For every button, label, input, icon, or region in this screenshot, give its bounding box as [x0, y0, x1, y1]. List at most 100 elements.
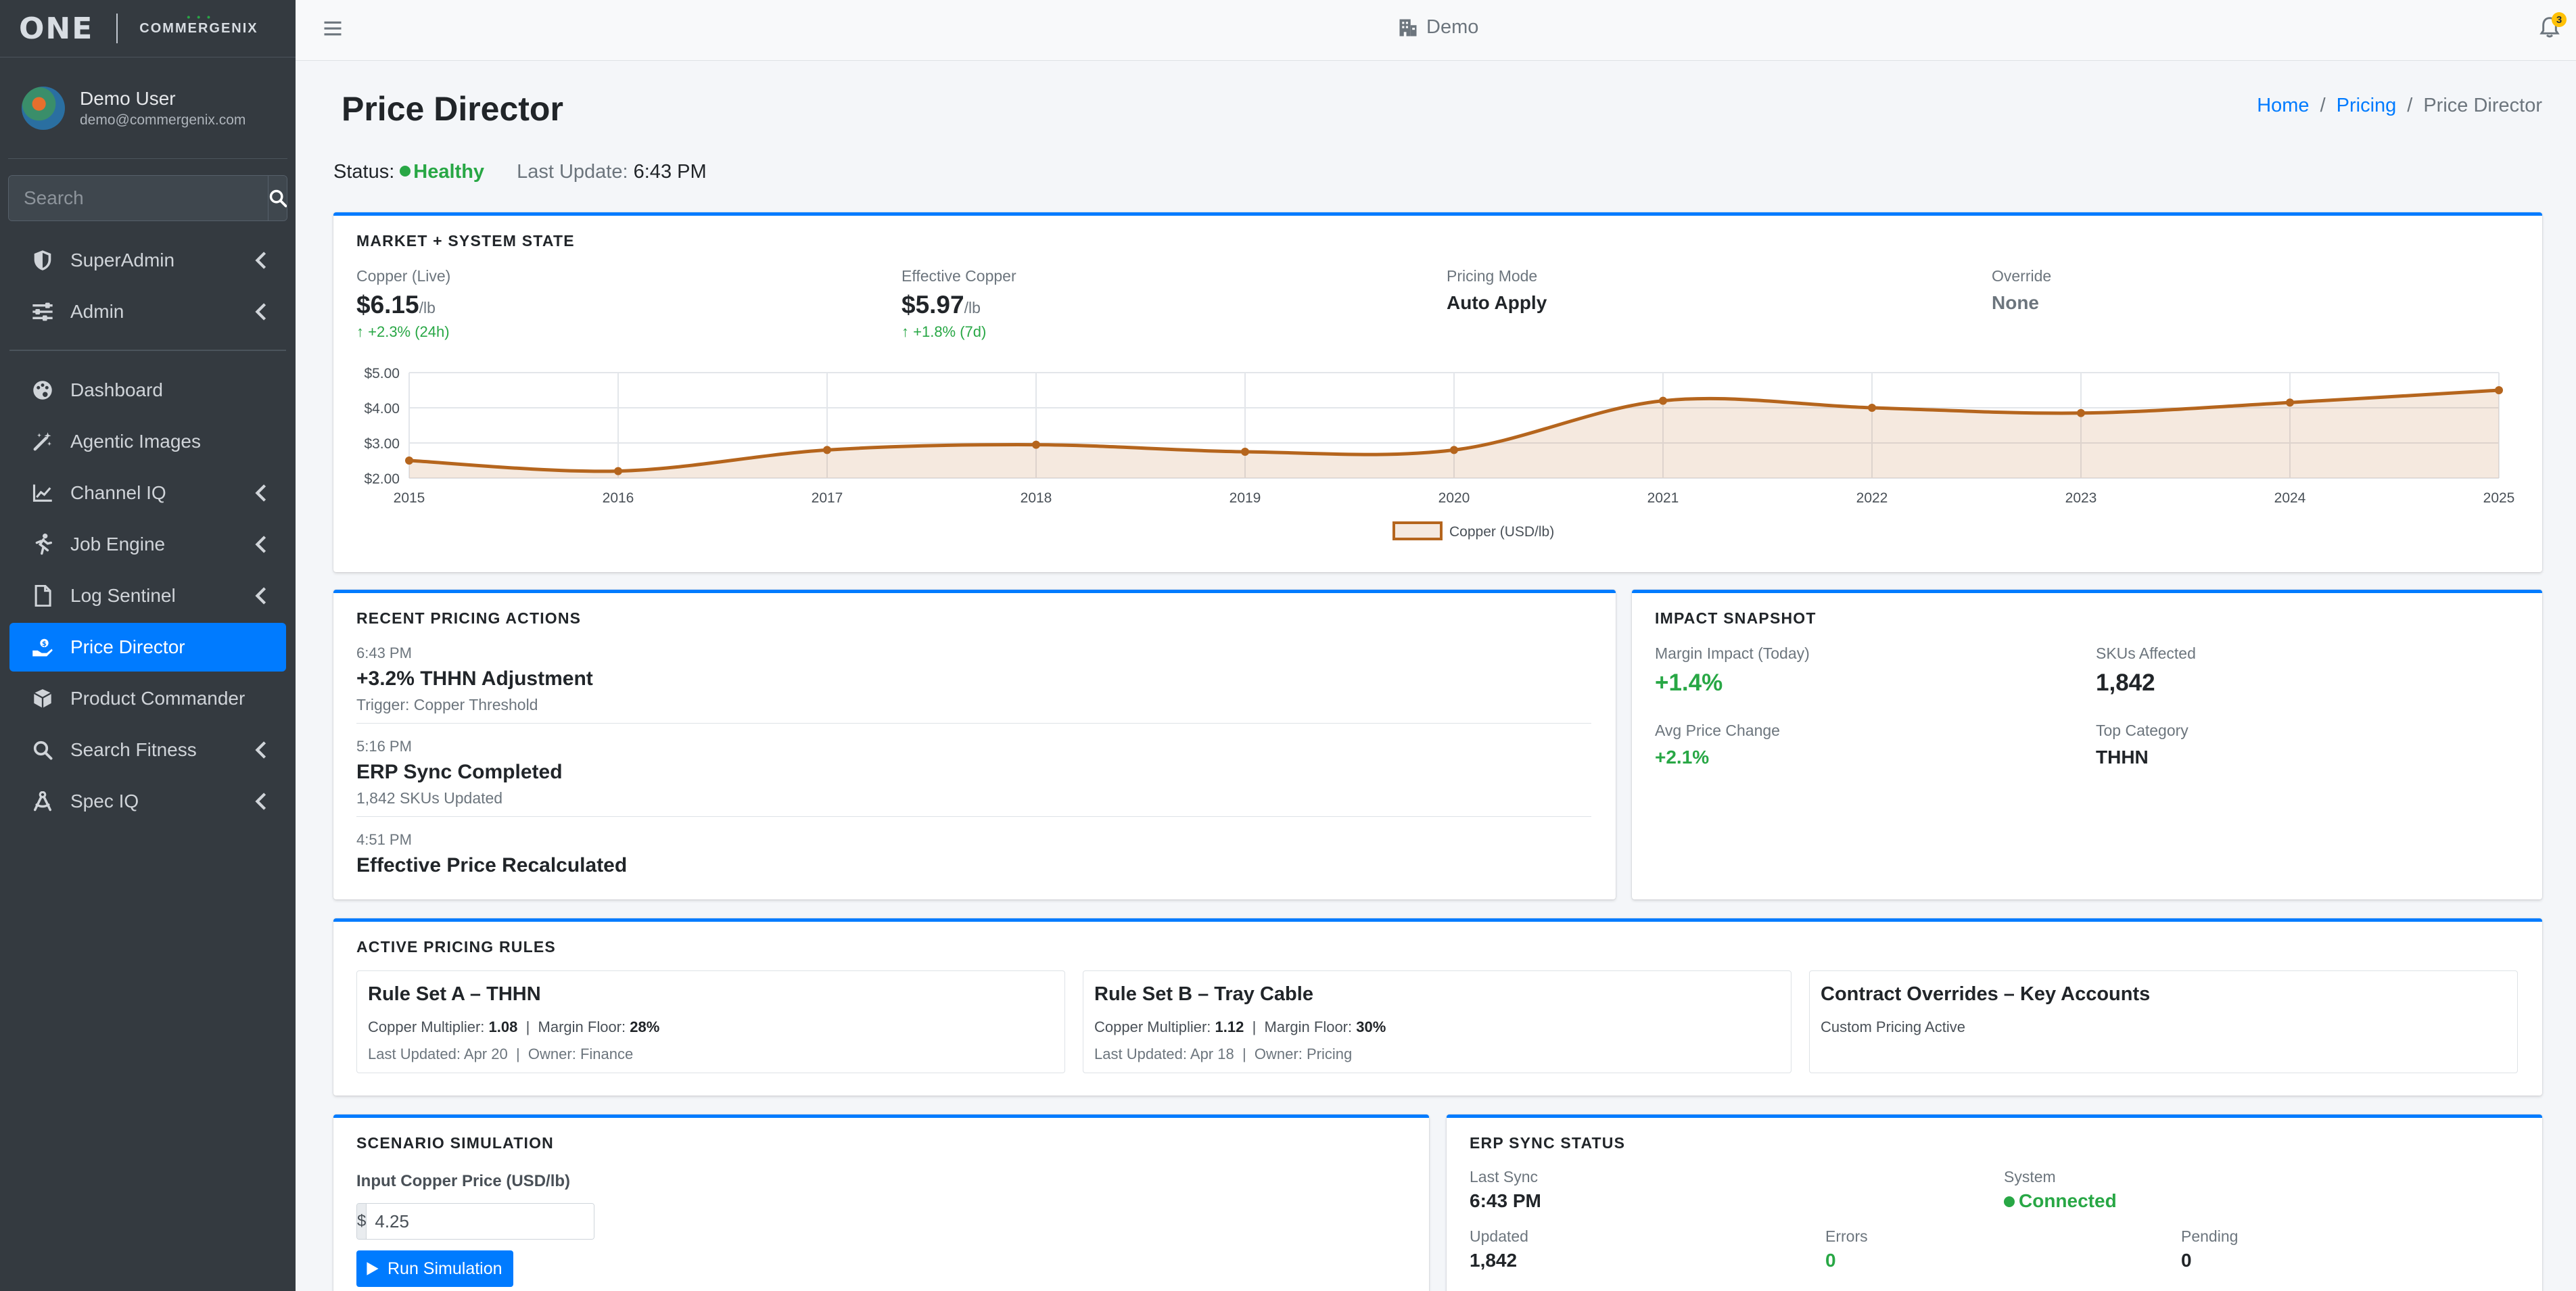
erp-sync-status-card: ERP SYNC STATUS Last Sync 6:43 PM System… — [1447, 1114, 2542, 1291]
runner-icon — [30, 532, 55, 557]
errors-stat: Errors 0 — [1825, 1227, 1868, 1271]
status-line: Status: Healthy Last Update: 6:43 PM — [333, 161, 707, 183]
sidebar-item-label: Spec IQ — [70, 791, 139, 812]
data-point — [1868, 404, 1876, 412]
sidebar-item-label: Log Sentinel — [70, 585, 176, 606]
x-tick-label: 2019 — [1230, 490, 1261, 506]
action-subtitle: Trigger: Copper Threshold — [356, 696, 538, 713]
data-point — [2286, 398, 2294, 407]
sidebar-item-product-commander[interactable]: Product Commander — [9, 674, 286, 723]
rule-set-a[interactable]: Rule Set A – THHN Copper Multiplier: 1.0… — [356, 970, 1065, 1073]
sidebar-item-label: Dashboard — [70, 379, 163, 400]
rule-title: Contract Overrides – Key Accounts — [1821, 983, 2151, 1005]
divider — [356, 723, 1591, 724]
building-icon — [1399, 19, 1417, 36]
breadcrumb-home[interactable]: Home — [2257, 95, 2310, 116]
sidebar-search — [8, 175, 287, 221]
user-name[interactable]: Demo User — [80, 87, 176, 109]
sidebar-search-input[interactable] — [9, 176, 268, 220]
legend-swatch — [1392, 521, 1443, 540]
sidebar-item-admin[interactable]: Admin — [9, 287, 286, 336]
shield-icon — [30, 248, 55, 273]
stat-unit: /lb — [419, 299, 436, 316]
notifications-button[interactable]: 3 — [2539, 12, 2567, 41]
breadcrumb-separator: / — [2407, 95, 2413, 116]
copper-price-input-label: Input Copper Price (USD/lb) — [356, 1172, 571, 1190]
stat-value: 0 — [2181, 1250, 2192, 1271]
palette-icon — [30, 377, 55, 403]
sidebar-item-price-director[interactable]: $ Price Director — [9, 623, 286, 672]
sidebar-item-label: Price Director — [70, 636, 185, 657]
stat-value: 1,842 — [2096, 670, 2155, 696]
status-dot-icon — [400, 166, 411, 177]
breadcrumb: Home / Pricing / Price Director — [2257, 95, 2542, 117]
sidebar-item-job-engine[interactable]: Job Engine — [9, 520, 286, 569]
stat-label: Last Sync — [1470, 1168, 1538, 1186]
chevron-left-icon — [255, 536, 266, 553]
stat-label: Effective Copper — [901, 267, 1016, 285]
stat-value: Auto Apply — [1447, 292, 1547, 313]
chevron-left-icon — [255, 793, 266, 810]
y-tick-label: $2.00 — [364, 471, 400, 487]
copper-price-chart: $2.00 $3.00 $4.00 $5.00 2015 2016 2017 2018 2019… — [364, 366, 2514, 540]
sliders-icon — [30, 299, 55, 325]
stat-label: Pricing Mode — [1447, 267, 1538, 285]
action-title: +3.2% THHN Adjustment — [356, 667, 593, 690]
stat-label: Margin Impact (Today) — [1655, 644, 1810, 662]
play-icon — [367, 1262, 379, 1275]
sidebar-item-log-sentinel[interactable]: Log Sentinel — [9, 571, 286, 620]
x-tick-label: 2016 — [603, 490, 634, 506]
stat-value: 1,842 — [1470, 1250, 1518, 1271]
stat-label: Updated — [1470, 1227, 1528, 1245]
top-category-stat: Top Category THHN — [2096, 722, 2188, 768]
workspace-selector[interactable]: Demo — [1398, 16, 1478, 39]
breadcrumb-pricing[interactable]: Pricing — [2336, 95, 2397, 116]
chevron-left-icon — [255, 587, 266, 605]
y-tick-label: $4.00 — [364, 401, 400, 417]
pricing-mode-stat: Pricing Mode Auto Apply — [1447, 267, 1547, 314]
scenario-simulation-card: SCENARIO SIMULATION Input Copper Price (… — [333, 1114, 1429, 1291]
sidebar-item-agentic-images[interactable]: Agentic Images — [9, 417, 286, 466]
copper-live-stat: Copper (Live) $6.15/lb ↑ +2.3% (24h) — [356, 267, 450, 341]
sidebar-item-superadmin[interactable]: SuperAdmin — [9, 236, 286, 285]
list-item[interactable]: 6:43 PM +3.2% THHN Adjustment Trigger: C… — [356, 644, 1591, 714]
user-panel[interactable]: Demo User demo@commergenix.com — [8, 57, 287, 159]
brand-divider — [116, 14, 118, 43]
run-simulation-button[interactable]: Run Simulation — [356, 1250, 513, 1287]
contract-overrides[interactable]: Contract Overrides – Key Accounts Custom… — [1809, 970, 2518, 1073]
brand-logo[interactable]: ONE • • • COMMERGENIX — [0, 0, 296, 57]
x-tick-label: 2017 — [812, 490, 843, 506]
avatar[interactable] — [22, 86, 65, 130]
chevron-left-icon — [255, 303, 266, 321]
avg-price-change-stat: Avg Price Change +2.1% — [1655, 722, 1780, 768]
list-item[interactable]: 5:16 PM ERP Sync Completed 1,842 SKUs Up… — [356, 738, 1591, 807]
sidebar-item-dashboard[interactable]: Dashboard — [9, 366, 286, 415]
x-tick-label: 2023 — [2065, 490, 2097, 506]
list-item[interactable]: 4:51 PM Effective Price Recalculated — [356, 831, 1591, 877]
action-time: 4:51 PM — [356, 831, 412, 848]
menu-toggle-button[interactable] — [323, 19, 343, 41]
rule-set-b[interactable]: Rule Set B – Tray Cable Copper Multiplie… — [1083, 970, 1792, 1073]
effective-copper-stat: Effective Copper $5.97/lb ↑ +1.8% (7d) — [901, 267, 1016, 341]
last-sync-stat: Last Sync 6:43 PM — [1470, 1168, 1541, 1212]
system-stat: System Connected — [2004, 1168, 2117, 1212]
sidebar-item-channel-iq[interactable]: Channel IQ — [9, 469, 286, 517]
stat-value: $5.97 — [901, 291, 964, 319]
magic-wand-icon — [30, 429, 55, 454]
sidebar-item-search-fitness[interactable]: Search Fitness — [9, 726, 286, 774]
hamburger-icon — [324, 21, 342, 36]
data-point — [1450, 446, 1458, 454]
card-title: MARKET + SYSTEM STATE — [356, 232, 575, 250]
card-title: IMPACT SNAPSHOT — [1655, 609, 1817, 627]
sidebar-item-spec-iq[interactable]: Spec IQ — [9, 777, 286, 826]
rule-title: Rule Set A – THHN — [368, 983, 541, 1005]
last-update-value: 6:43 PM — [633, 161, 707, 183]
sidebar-search-button[interactable] — [268, 176, 287, 220]
legend-label: Copper (USD/lb) — [1449, 524, 1554, 540]
copper-price-input[interactable] — [367, 1204, 594, 1239]
card-title: RECENT PRICING ACTIONS — [356, 609, 582, 627]
sidebar: ONE • • • COMMERGENIX Demo User demo@comm… — [0, 0, 296, 1291]
chevron-left-icon — [255, 741, 266, 759]
sidebar-item-label: Admin — [70, 301, 124, 322]
stat-label: Errors — [1825, 1227, 1868, 1245]
